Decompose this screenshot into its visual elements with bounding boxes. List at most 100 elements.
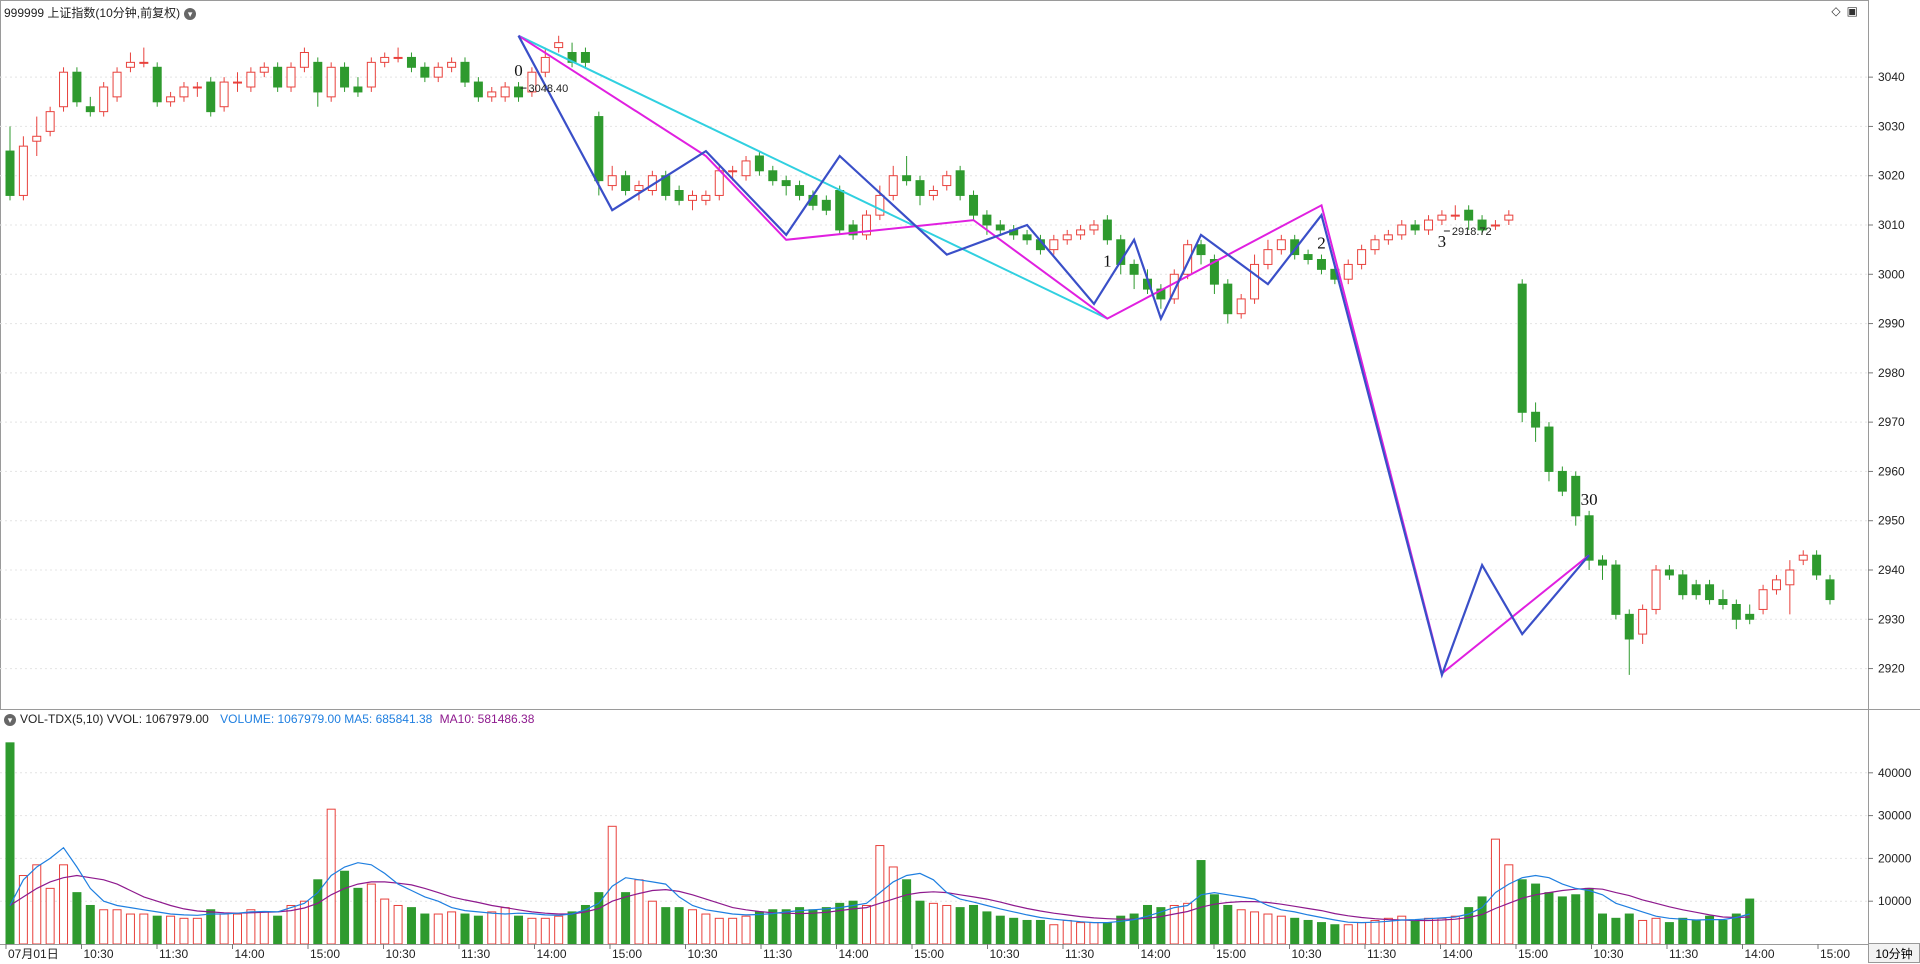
candle — [1718, 599, 1728, 605]
volume-bar — [1651, 917, 1661, 945]
candle — [821, 199, 831, 211]
ma10-value: MA10: 581486.38 — [439, 712, 535, 726]
volume-bar — [179, 917, 189, 945]
chevron-down-icon[interactable]: ▾ — [184, 7, 197, 20]
candle — [1477, 219, 1487, 231]
candle — [152, 66, 162, 103]
time-tick-label: 14:00 — [839, 947, 869, 961]
candle — [1504, 214, 1514, 221]
candle — [754, 155, 764, 172]
price-tick-label: 2950 — [1878, 514, 1905, 528]
volume-bar — [1624, 913, 1634, 945]
candle — [487, 91, 497, 98]
candle — [366, 61, 376, 88]
candle — [607, 175, 617, 187]
candle — [1731, 604, 1741, 620]
candle — [1357, 249, 1367, 265]
time-tick-label: 15:00 — [612, 947, 642, 961]
price-tick-label: 3020 — [1878, 169, 1905, 183]
candle — [969, 194, 979, 216]
candle — [1370, 239, 1380, 251]
volume-panel: 10000200003000040000X100 — [0, 742, 1912, 961]
candle — [273, 66, 283, 88]
volume-bar — [206, 909, 216, 945]
volume-bar — [1437, 917, 1447, 945]
volume-bar — [1169, 904, 1179, 945]
window-icon[interactable]: ▣ — [1846, 4, 1858, 18]
candle — [995, 224, 1005, 231]
candle — [1316, 259, 1326, 270]
volume-bar — [768, 909, 778, 945]
volume-bar — [1664, 922, 1674, 945]
candle — [554, 42, 564, 49]
candle — [1798, 554, 1808, 561]
chevron-down-icon[interactable]: ▾ — [4, 713, 16, 726]
candle — [1691, 584, 1701, 596]
volume-bar — [5, 742, 15, 945]
candle — [1611, 564, 1621, 615]
candle — [781, 180, 791, 187]
candle — [139, 61, 149, 64]
candle — [326, 66, 336, 98]
candle — [1825, 579, 1835, 601]
candle — [1705, 584, 1715, 601]
candle — [942, 175, 952, 187]
price-tick-label: 2980 — [1878, 366, 1905, 380]
candle — [1571, 475, 1581, 517]
price-tick-label: 2990 — [1878, 317, 1905, 331]
time-tick-label: 11:30 — [1065, 947, 1094, 961]
candle — [861, 214, 871, 236]
volume-bar — [99, 909, 109, 945]
chart-title: 999999 上证指数(10分钟,前复权) ▾ — [4, 4, 197, 21]
volume-bar — [72, 892, 82, 945]
symbol-code: 999999 — [4, 6, 45, 20]
candle — [928, 190, 938, 196]
candle — [1022, 234, 1032, 241]
candle — [1156, 288, 1166, 300]
volume-bar — [1022, 919, 1032, 945]
time-tick-label: 10:30 — [84, 947, 114, 961]
volume-bar — [1276, 915, 1286, 945]
volume-bar — [661, 907, 671, 945]
symbol-name: 上证指数 — [47, 6, 96, 20]
wave-label: 1 — [1103, 252, 1112, 271]
volume-bar — [1557, 896, 1567, 945]
volume-bar — [112, 909, 122, 945]
candle — [768, 170, 778, 182]
candle — [634, 185, 644, 191]
timeframe-button[interactable]: 10分钟 — [1868, 943, 1920, 963]
volume-bar — [754, 911, 764, 945]
candle — [1263, 249, 1273, 265]
volume-bar — [340, 870, 350, 945]
volume-bar — [32, 864, 42, 945]
volume-bar — [1544, 892, 1554, 945]
volume-bar — [460, 913, 470, 945]
candle — [125, 61, 135, 68]
price-extreme-label: 2918.72 — [1452, 226, 1492, 238]
diamond-icon[interactable]: ◇ — [1831, 4, 1841, 18]
volume-bar — [353, 887, 363, 945]
candle — [500, 86, 510, 98]
volume-bar — [1263, 913, 1273, 945]
candle — [1624, 613, 1634, 640]
candle — [1089, 224, 1099, 231]
volume-bar — [928, 902, 938, 945]
candle — [1223, 283, 1233, 315]
volume-bar — [380, 898, 390, 945]
candle — [447, 61, 457, 68]
volume-bar — [728, 917, 738, 945]
volume-bar — [192, 917, 202, 945]
volume-bar — [473, 915, 483, 945]
volume-bar — [1490, 838, 1500, 945]
time-tick-label: 10:30 — [1594, 947, 1624, 961]
volume-bar — [902, 879, 912, 945]
cyan-wave-line — [518, 34, 1108, 320]
time-tick-label: 11:30 — [763, 947, 792, 961]
time-tick-label: 10:30 — [688, 947, 718, 961]
candle — [85, 106, 95, 113]
volume-tick-label: 10000 — [1878, 894, 1912, 908]
time-tick-label: 14:00 — [235, 947, 265, 961]
volume-bar — [1049, 924, 1059, 945]
candle — [1638, 608, 1648, 635]
